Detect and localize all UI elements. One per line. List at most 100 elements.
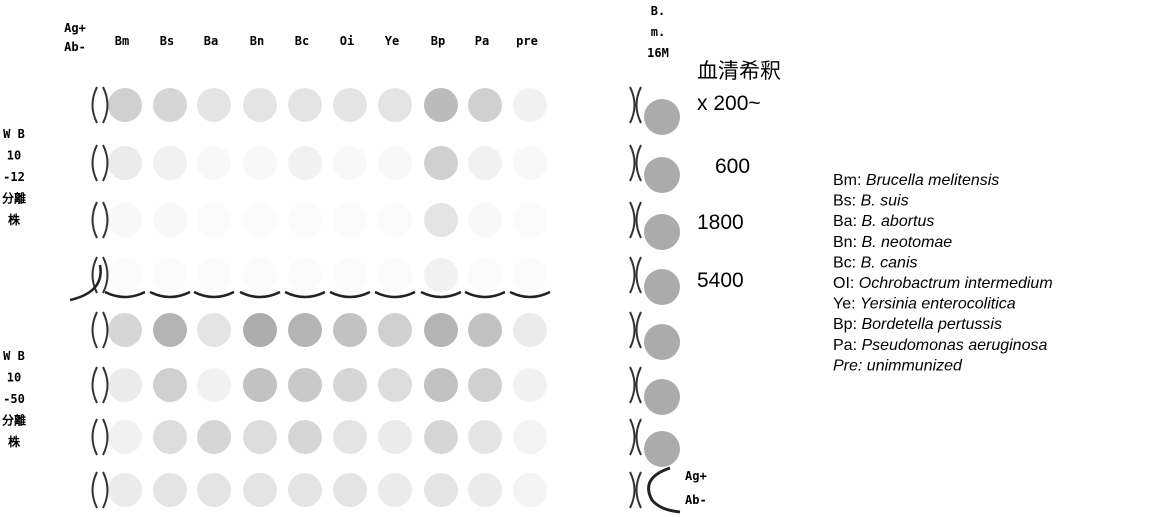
- well-spot: [288, 368, 322, 402]
- well-spot: [333, 146, 367, 180]
- legend-entry: Bn: B. neotomae: [833, 234, 952, 251]
- corner-label: Ab-: [685, 493, 707, 507]
- legend-name: B. canis: [861, 254, 918, 271]
- well-spot: [333, 203, 367, 237]
- well-spot: [468, 258, 502, 292]
- row-label: 分離: [2, 413, 26, 428]
- well-spot: [333, 473, 367, 507]
- column-header: B.: [651, 4, 665, 18]
- dilution-value: 1800: [697, 211, 744, 234]
- well-spot: [424, 420, 458, 454]
- legend-abbr: Ba:: [833, 213, 857, 230]
- reference-well: [644, 379, 680, 415]
- well-spot: [197, 368, 231, 402]
- well-spot: [153, 258, 187, 292]
- reference-well: [644, 324, 680, 360]
- column-header: m.: [651, 25, 665, 39]
- well-spot: [153, 368, 187, 402]
- well-spot: [513, 473, 547, 507]
- well-spot: [243, 473, 277, 507]
- well-spot: [424, 146, 458, 180]
- legend-name: Brucella melitensis: [866, 172, 999, 189]
- well-spot: [513, 368, 547, 402]
- well-spot: [378, 420, 412, 454]
- well-spot: [378, 473, 412, 507]
- well-spot: [288, 258, 322, 292]
- well-spot: [153, 88, 187, 122]
- column-header: Bc: [295, 34, 309, 48]
- well-spot: [243, 313, 277, 347]
- legend-entry: OI: Ochrobactrum intermedium: [833, 275, 1053, 292]
- column-header: pre: [516, 34, 538, 48]
- dilution-title: 血清希釈: [697, 60, 781, 83]
- well-spot: [424, 313, 458, 347]
- legend-name: Bordetella pertussis: [861, 316, 1002, 333]
- dilution-value: x 200~: [697, 92, 761, 115]
- well-spot: [108, 88, 142, 122]
- legend-entry: Bm: Brucella melitensis: [833, 172, 999, 189]
- legend-name: Yersinia enterocolitica: [860, 296, 1016, 313]
- row-label: 10: [7, 149, 21, 163]
- well-spot: [424, 368, 458, 402]
- well-spot: [378, 203, 412, 237]
- legend-name: B. suis: [861, 193, 909, 210]
- well-spot: [468, 146, 502, 180]
- well-spot: [424, 88, 458, 122]
- well-spot: [513, 203, 547, 237]
- well-spot: [197, 420, 231, 454]
- well-spot: [108, 420, 142, 454]
- well-spot: [197, 313, 231, 347]
- reference-well: [644, 269, 680, 305]
- well-spot: [468, 203, 502, 237]
- well-spot: [243, 203, 277, 237]
- well-spot: [513, 420, 547, 454]
- well-spot: [378, 258, 412, 292]
- legend-entry: Bp: Bordetella pertussis: [833, 316, 1002, 333]
- well-spot: [378, 368, 412, 402]
- well-spot: [243, 146, 277, 180]
- legend-abbr: Bn:: [833, 234, 857, 251]
- legend-abbr: Ye:: [833, 296, 856, 313]
- well-spot: [243, 258, 277, 292]
- column-header: Bn: [250, 34, 264, 48]
- well-spot: [197, 146, 231, 180]
- row-label: 分離: [2, 191, 26, 206]
- reference-well: [644, 99, 680, 135]
- legend-entry: Bc: B. canis: [833, 254, 918, 271]
- legend-name: B. neotomae: [861, 234, 952, 251]
- well-spot: [378, 146, 412, 180]
- legend-abbr: Pre:: [833, 357, 862, 374]
- column-header: Bm: [115, 34, 129, 48]
- legend-entry: Ba: B. abortus: [833, 213, 934, 230]
- well-spot: [288, 473, 322, 507]
- well-spot: [153, 420, 187, 454]
- well-spot: [378, 313, 412, 347]
- well-spot: [468, 313, 502, 347]
- well-spot: [108, 146, 142, 180]
- well-spot: [197, 473, 231, 507]
- well-spot: [197, 258, 231, 292]
- well-spot: [197, 88, 231, 122]
- legend-entry: Ye: Yersinia enterocolitica: [833, 296, 1016, 313]
- legend-name: Ochrobactrum intermedium: [859, 275, 1053, 292]
- figure: Ag+Ab-BmBsBaBnBcOiYeBpPapreB.m.16MW B10-…: [0, 0, 1155, 517]
- row-label: 10: [7, 371, 21, 385]
- well-spot: [108, 203, 142, 237]
- reference-well: [644, 431, 680, 467]
- well-spot: [424, 258, 458, 292]
- legend-name: unimmunized: [867, 357, 963, 374]
- row-label: 株: [8, 212, 21, 227]
- well-spot: [243, 88, 277, 122]
- well-spot: [333, 368, 367, 402]
- well-spot: [153, 203, 187, 237]
- column-header: Ag+: [64, 21, 86, 35]
- well-spot: [424, 203, 458, 237]
- well-spot: [333, 258, 367, 292]
- corner-label: Ag+: [685, 469, 707, 483]
- legend-entry: Pa: Pseudomonas aeruginosa: [833, 337, 1047, 354]
- dilution-value: 5400: [697, 269, 744, 292]
- well-spot: [108, 313, 142, 347]
- well-spot: [243, 368, 277, 402]
- well-spot: [197, 203, 231, 237]
- well-spot: [333, 313, 367, 347]
